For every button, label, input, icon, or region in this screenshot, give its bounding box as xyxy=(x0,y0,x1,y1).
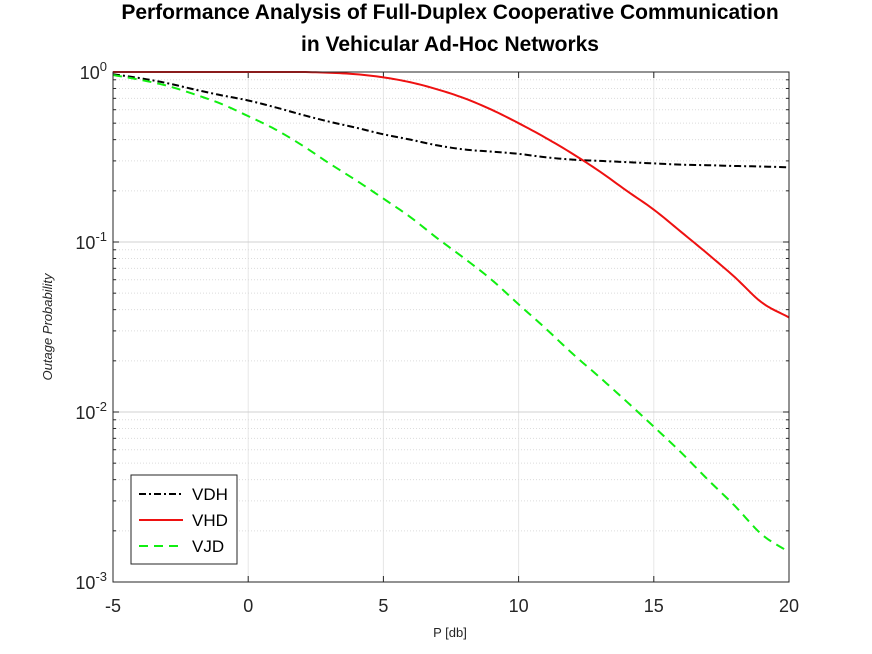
chart-title-line-2: in Vehicular Ad-Hoc Networks xyxy=(301,33,599,56)
x-axis-label: P [db] xyxy=(433,625,467,640)
legend-label-vdh: VDH xyxy=(192,485,228,504)
y-tick-label: 10-1 xyxy=(75,229,107,253)
series-line-vdh xyxy=(112,73,790,169)
x-tick-label: 10 xyxy=(509,596,529,616)
legend-label-vjd: VJD xyxy=(192,537,224,556)
y-axis-label: Outage Probability xyxy=(40,272,55,380)
x-tick-label: 0 xyxy=(243,596,253,616)
y-tick-labels: 100 10-1 10-2 10-3 xyxy=(75,59,107,593)
legend-label-vhd: VHD xyxy=(192,511,228,530)
y-tick-label: 10-3 xyxy=(75,569,107,593)
y-tick-label: 10-2 xyxy=(75,399,107,423)
legend: VDH VHD VJD xyxy=(130,474,238,565)
plot-frame xyxy=(112,71,790,583)
x-tick-labels: -5 0 5 10 15 20 xyxy=(105,596,799,616)
x-tick-label: 15 xyxy=(644,596,664,616)
x-tick-label: 5 xyxy=(378,596,388,616)
y-tick-label: 100 xyxy=(80,59,107,83)
x-tick-label: -5 xyxy=(105,596,121,616)
chart-title-line-1: Performance Analysis of Full-Duplex Coop… xyxy=(121,1,778,24)
x-tick-label: 20 xyxy=(779,596,799,616)
